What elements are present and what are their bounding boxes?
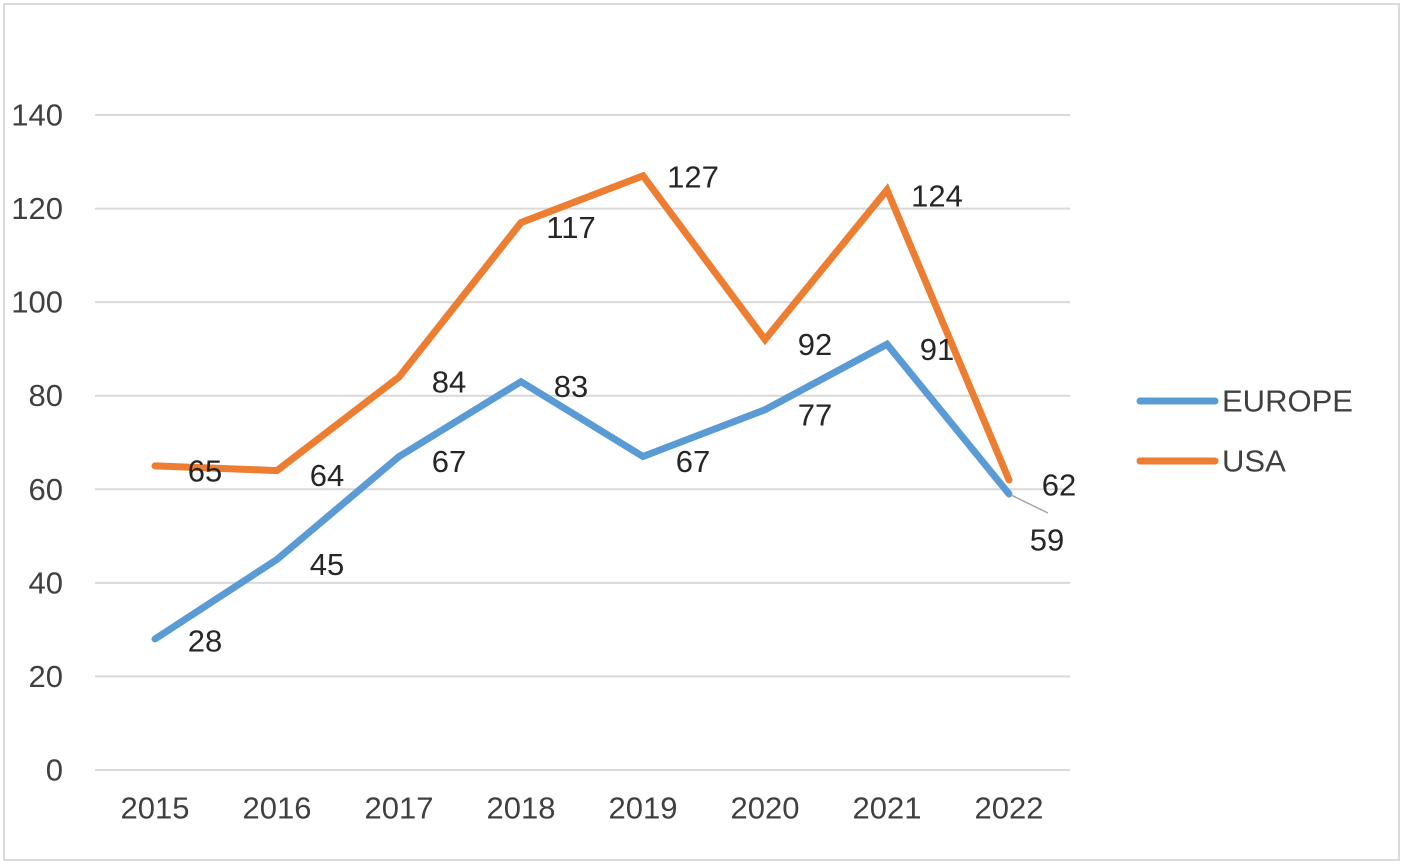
data-label-usa: 92 (798, 327, 832, 362)
x-tick-label: 2021 (853, 791, 922, 826)
y-axis-ticks: 0 20 40 60 80 100 120 140 (11, 98, 63, 788)
x-tick-label: 2018 (487, 791, 556, 826)
y-tick-label: 80 (29, 378, 63, 413)
data-label-usa: 65 (188, 453, 222, 488)
data-labels: 28 45 67 83 67 77 91 59 65 64 84 117 127 92 124 62 (188, 159, 1076, 658)
y-tick-label: 20 (29, 659, 63, 694)
data-label-europe: 28 (188, 624, 222, 659)
y-tick-label: 0 (46, 753, 63, 788)
x-axis-ticks: 2015 2016 2017 2018 2019 2020 2021 2022 (121, 791, 1044, 826)
leader-line (1010, 494, 1049, 514)
data-label-europe: 45 (310, 547, 344, 582)
data-label-europe: 83 (554, 369, 588, 404)
y-tick-label: 120 (11, 191, 63, 226)
x-tick-label: 2016 (243, 791, 312, 826)
legend: EUROPE USA (1136, 384, 1353, 479)
legend-label-usa: USA (1222, 444, 1286, 479)
data-label-europe: 91 (920, 332, 954, 367)
data-label-europe: 77 (798, 397, 832, 432)
y-tick-label: 140 (11, 98, 63, 133)
series-line-usa (151, 171, 1013, 484)
gridlines (95, 114, 1070, 771)
data-label-usa: 117 (546, 210, 595, 245)
data-label-europe: 67 (432, 444, 466, 479)
series-line-europe (151, 339, 1013, 643)
data-label-usa: 64 (310, 458, 344, 493)
data-label-europe: 59 (1030, 522, 1064, 557)
data-label-europe: 67 (676, 444, 710, 479)
data-label-usa: 84 (432, 365, 466, 400)
y-tick-label: 40 (29, 565, 63, 600)
series-lines (151, 171, 1013, 643)
x-tick-label: 2017 (365, 791, 434, 826)
x-tick-label: 2019 (609, 791, 678, 826)
x-tick-label: 2020 (731, 791, 800, 826)
data-label-usa: 62 (1042, 467, 1076, 502)
x-tick-label: 2022 (975, 791, 1044, 826)
legend-label-europe: EUROPE (1222, 384, 1353, 419)
data-label-usa: 127 (667, 159, 719, 194)
y-tick-label: 100 (11, 285, 63, 320)
x-tick-label: 2015 (121, 791, 190, 826)
y-tick-label: 60 (29, 472, 63, 507)
data-label-usa: 124 (911, 178, 963, 213)
